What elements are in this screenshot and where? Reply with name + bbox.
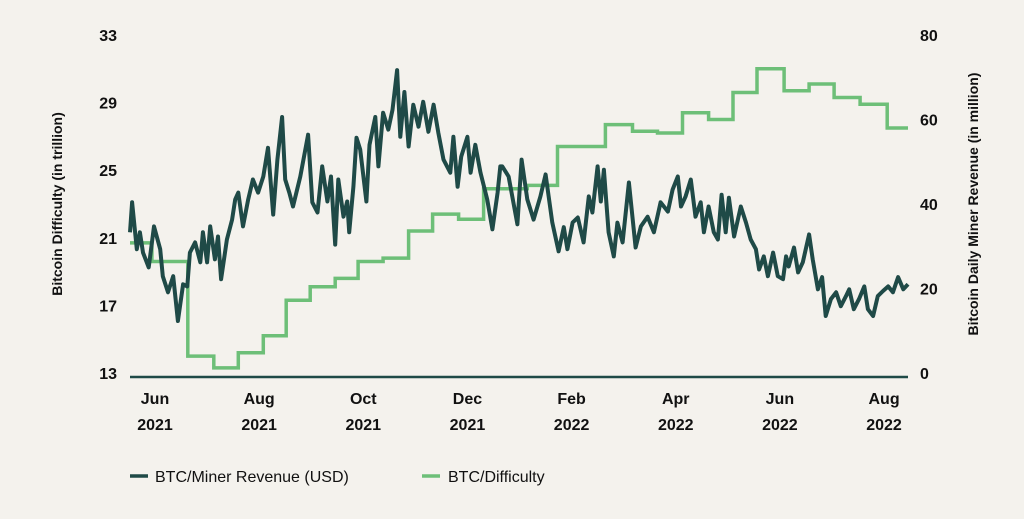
left-axis-ticks: 13 17 21 25 29 33 [99,28,117,383]
miner-revenue-series-line [128,68,910,323]
x-tick-label-year: 2022 [866,417,902,434]
x-axis-ticks: Jun 2021 Aug 2021 Oct 2021 Dec 2021 Feb 2022 Apr 20… [137,391,902,434]
x-tick-label-month: Aug [868,391,899,408]
x-tick-label-month: Feb [557,391,586,408]
right-tick-label: 60 [920,113,938,130]
x-tick-label-year: 2021 [137,417,173,434]
x-tick-label-year: 2022 [762,417,798,434]
legend-label-difficulty: BTC/Difficulty [448,469,545,486]
x-tick-label-year: 2022 [658,417,694,434]
x-tick-label-month: Oct [350,391,377,408]
right-tick-label: 80 [920,28,938,45]
x-tick-label-month: Jun [141,391,169,408]
left-tick-label: 17 [99,298,117,315]
left-tick-label: 33 [99,28,117,45]
left-tick-label: 29 [99,96,117,113]
right-tick-label: 0 [920,366,929,383]
left-tick-label: 13 [99,366,117,383]
legend-label-miner-revenue: BTC/Miner Revenue (USD) [155,469,349,486]
x-tick-label-month: Aug [244,391,275,408]
right-axis-title: Bitcoin Daily Miner Revenue (in million) [965,73,981,336]
x-tick-label-year: 2021 [450,417,486,434]
x-tick-label-year: 2021 [345,417,381,434]
right-axis-ticks: 0 20 40 60 80 [920,28,938,383]
x-tick-label-year: 2022 [554,417,590,434]
left-axis-title: Bitcoin Difficulty (in trillion) [49,112,65,296]
left-tick-label: 25 [99,163,117,180]
x-tick-label-month: Jun [766,391,794,408]
legend: BTC/Miner Revenue (USD) BTC/Difficulty [130,469,545,486]
right-tick-label: 40 [920,197,938,214]
x-tick-label-month: Dec [453,391,482,408]
x-tick-label-year: 2021 [241,417,277,434]
difficulty-series-line [130,67,908,370]
right-tick-label: 20 [920,282,938,299]
x-tick-label-month: Apr [662,391,690,408]
left-tick-label: 21 [99,231,117,248]
